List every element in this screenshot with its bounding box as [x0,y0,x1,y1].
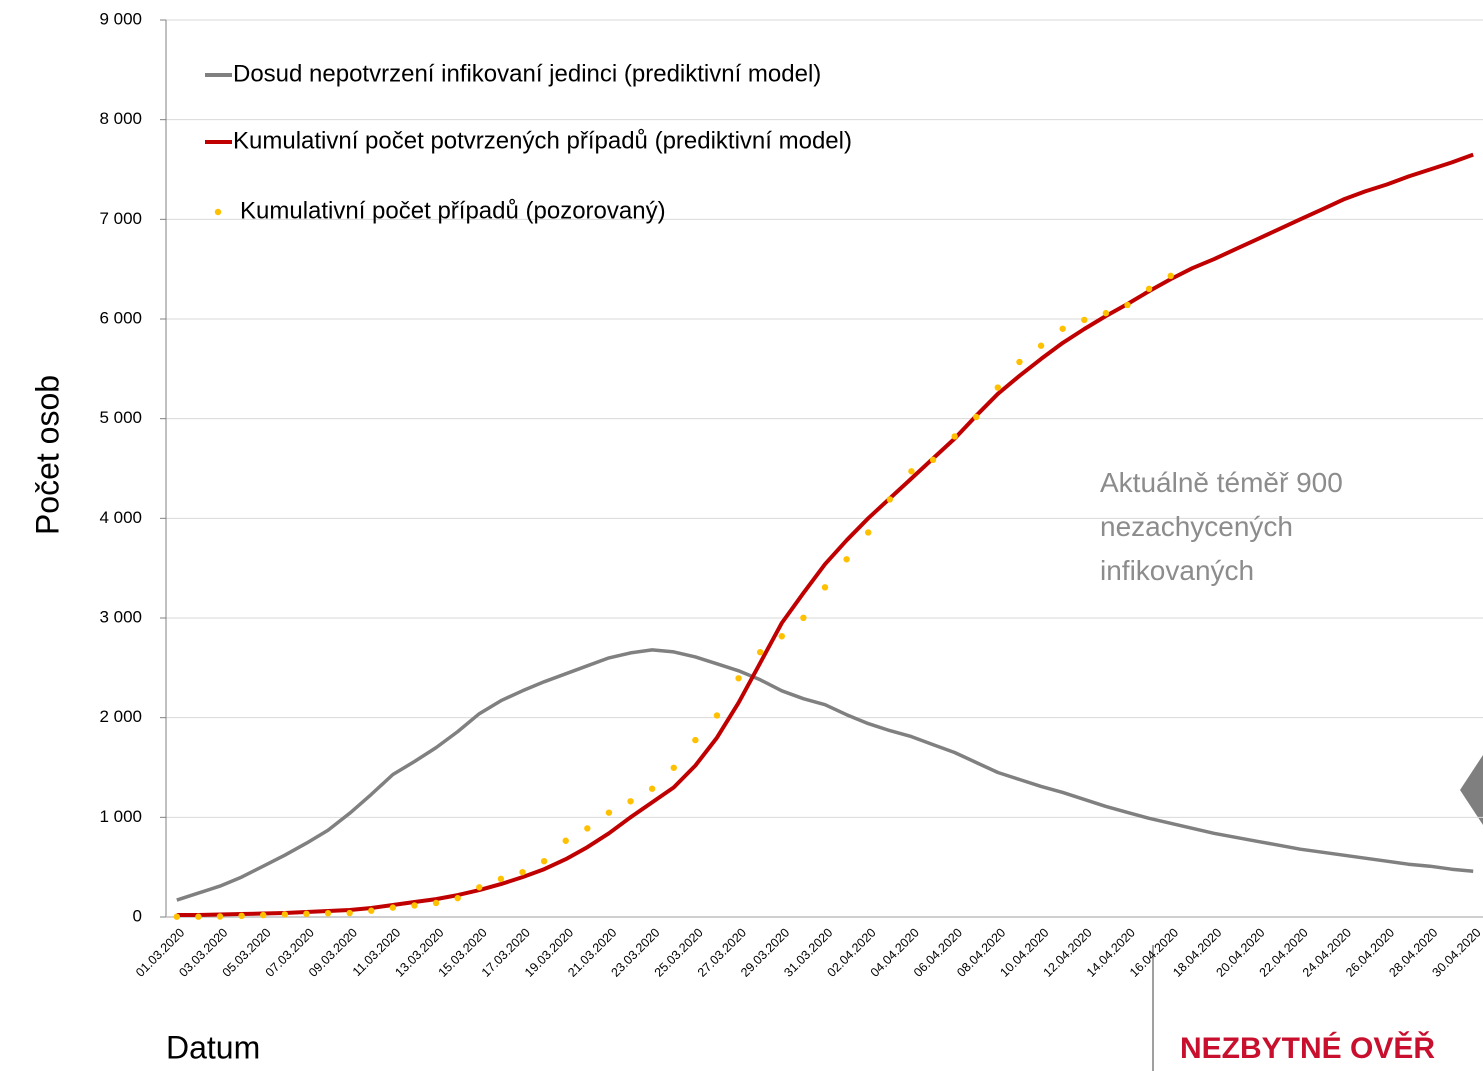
legend-label: Kumulativní počet případů (pozorovaný) [240,197,666,224]
y-tick-label: 6 000 [99,308,142,327]
data-point [238,912,245,920]
data-point [670,764,677,771]
legend-label: Dosud nepotvrzení infikovaní jedinci (pr… [233,60,821,87]
footer-text: NEZBYTNÉ OVĚŘ [1180,1031,1435,1065]
data-point [821,584,829,591]
y-tick-label: 1 000 [99,807,142,826]
data-point [994,384,1002,391]
data-point [1124,301,1131,309]
legend-marker [214,208,222,216]
data-point [216,913,224,920]
data-point [497,875,505,883]
data-point [1167,272,1174,280]
data-point [692,736,699,744]
data-point [605,809,613,816]
data-point [648,785,656,792]
data-point [173,913,181,920]
data-point [324,910,332,917]
y-tick-label: 8 000 [99,109,142,128]
data-point [1081,316,1088,324]
data-point [929,456,937,464]
data-point [865,529,872,536]
data-point [1145,285,1153,293]
data-point [195,913,202,920]
data-point [584,825,591,832]
data-point [562,837,569,844]
data-point [756,648,764,656]
y-axis-label: Počet osob [29,375,65,535]
data-point [713,712,721,719]
x-axis-label: Datum [166,1029,260,1065]
y-tick-label: 4 000 [99,508,142,527]
y-tick-label: 3 000 [99,607,142,626]
data-point [519,868,526,876]
data-point [303,910,310,918]
data-point [260,911,267,919]
data-point [778,633,785,640]
data-point [346,909,353,917]
data-point [368,907,375,914]
series-line [176,648,1474,902]
data-point [1102,309,1110,317]
data-point [540,857,548,865]
data-point [951,433,958,440]
y-tick-label: 5 000 [99,408,142,427]
data-point [627,798,634,805]
y-tick-label: 2 000 [99,707,142,726]
data-point [843,556,850,563]
data-point [389,904,397,911]
data-point [886,496,894,503]
data-point [411,902,418,909]
annotation: Aktuálně téměř 900 nezachycených infikovan… [1100,467,1343,586]
data-point [908,468,915,475]
data-point [1059,325,1066,332]
data-point [735,675,742,682]
data-point [476,884,483,891]
legend-label: Kumulativní počet potvrzených případů (p… [233,127,852,154]
data-point [1016,358,1023,366]
y-tick-label: 7 000 [99,209,142,228]
arrow-tip [1460,755,1483,825]
data-point [281,911,289,918]
data-point [432,899,440,907]
data-point [1037,342,1045,349]
y-tick-label: 9 000 [99,9,142,28]
data-point [800,614,807,622]
y-tick-label: 0 [133,906,142,925]
data-point [454,894,461,902]
data-point [973,413,980,421]
